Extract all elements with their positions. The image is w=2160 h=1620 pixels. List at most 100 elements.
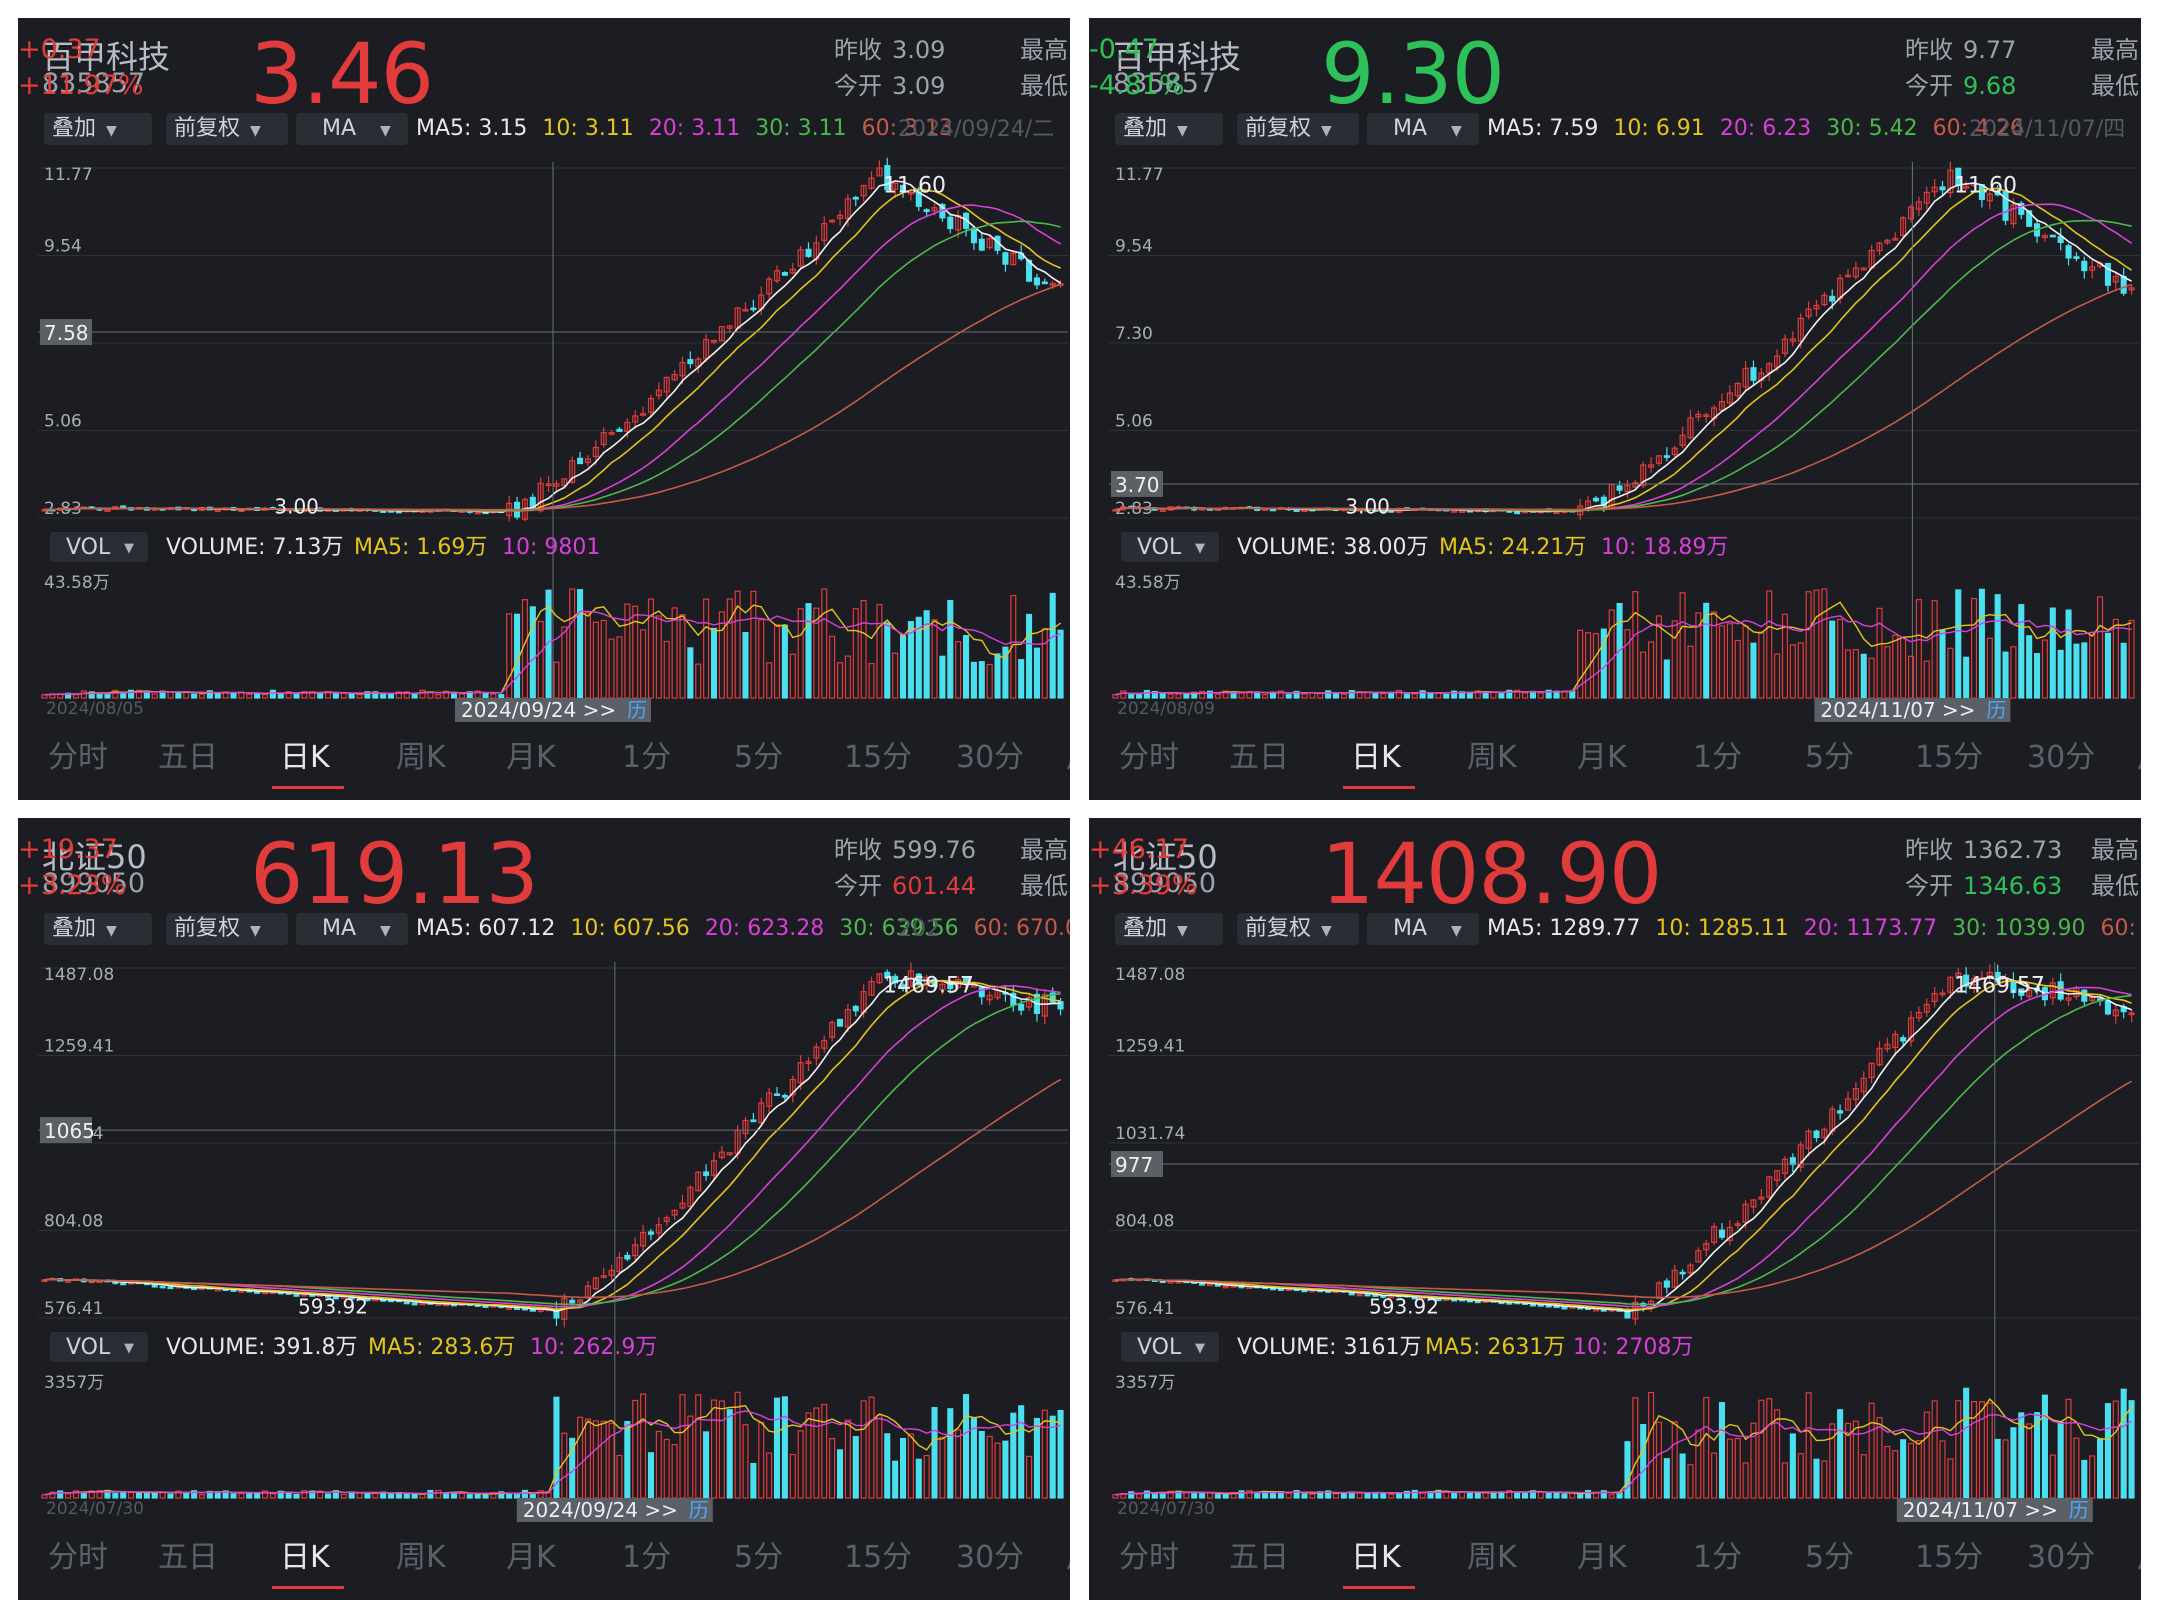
tab-9[interactable]: 周	[2137, 1532, 2141, 1576]
candlestick-chart[interactable]: 11.77 9.54 7.30 5.06 2.833.70 11.60 3.00 VOL ▼ VO…	[1089, 18, 2141, 722]
stock-chart-panel[interactable]: 北证50 899050 619.13 +19.37 +3.23% 昨收 599.7…	[18, 818, 1070, 1600]
tab-2[interactable]: 日K	[280, 1540, 330, 1575]
volume-bar	[1506, 1490, 1513, 1499]
stock-chart-panel[interactable]: 百甲科技 835857 3.46 +0.37 +11.97% 昨收 3.09 今开…	[18, 18, 1070, 800]
tab-8[interactable]: 30分	[956, 1540, 1025, 1575]
candle-body	[529, 1309, 536, 1312]
indicator-dropdown[interactable]: MA ▼	[1367, 913, 1479, 945]
volume-bar	[2073, 1437, 2080, 1499]
tab-2[interactable]: 日K	[1351, 740, 1401, 775]
tab-0[interactable]: 分时	[48, 740, 108, 775]
tab-5[interactable]: 1分	[622, 740, 672, 775]
volume-bar	[1711, 1452, 1718, 1499]
tab-6[interactable]: 5分	[1805, 1540, 1855, 1575]
volume-bar	[1648, 1391, 1655, 1499]
candlestick-chart[interactable]: 1487.081259.411065.4804.08576.4110651469…	[18, 818, 1070, 1522]
candlestick-chart[interactable]: 1487.08 1259.41 1031.74 804.08 576.41 977 1469…	[1089, 818, 2141, 1522]
tab-2[interactable]: 日K	[280, 740, 330, 775]
tab-2[interactable]: 日K	[1351, 1540, 1401, 1575]
overlay-dropdown[interactable]: 叠加 ▼	[1115, 113, 1223, 145]
tab-1[interactable]: 五日	[1229, 1540, 1289, 1575]
tab-4[interactable]: 月K	[506, 1540, 556, 1575]
volume-bar	[1553, 1492, 1560, 1499]
volume-bar	[1018, 659, 1025, 699]
tab-3[interactable]: 周K	[396, 1540, 446, 1575]
volume-bar	[340, 1493, 347, 1499]
tab-3[interactable]: 周K	[1467, 1540, 1517, 1575]
chevron-down-icon: ▼	[1321, 123, 1332, 139]
volume-bar	[2010, 646, 2017, 699]
tab-4[interactable]: 月K	[1577, 740, 1627, 775]
volume-bar	[797, 608, 804, 699]
volume-bar	[88, 1490, 95, 1499]
tab-7[interactable]: 15分	[844, 1540, 913, 1575]
tab-7[interactable]: 15分	[1915, 740, 1984, 775]
cursor-date-box	[1814, 698, 2011, 722]
tab-6[interactable]: 5分	[734, 740, 784, 775]
candle-body	[679, 1202, 686, 1209]
stock-chart-panel[interactable]: 百甲科技 835857 9.30 -0.47 -4.81% 昨收 9.77 今开 9…	[1089, 18, 2141, 800]
adjust-dropdown[interactable]: 前复权 ▼	[166, 913, 288, 945]
volume-bar	[285, 1491, 292, 1499]
tab-5[interactable]: 1分	[1693, 1540, 1743, 1575]
change-value: -0.47	[1089, 34, 1159, 65]
tab-0[interactable]: 分时	[1119, 740, 1179, 775]
tab-4[interactable]: 月K	[506, 740, 556, 775]
tab-6[interactable]: 5分	[734, 1540, 784, 1575]
quote-summary: 昨收 3.09 今开 3.09	[834, 32, 945, 104]
indicator-dropdown[interactable]: MA ▼	[296, 913, 408, 945]
last-price: 9.30	[1321, 25, 1505, 123]
open-label: 今开	[1905, 872, 1953, 900]
volume-bar	[1955, 589, 1962, 699]
volume-bar	[1608, 609, 1615, 699]
tab-7[interactable]: 15分	[844, 740, 913, 775]
candle-body	[506, 1307, 513, 1310]
tab-7[interactable]: 15分	[1915, 1540, 1984, 1575]
volume-bar	[923, 1454, 930, 1499]
price-axis-label: 7.30	[1115, 324, 1153, 344]
tab-8[interactable]: 30分	[2027, 1540, 2096, 1575]
chevron-down-icon: ▼	[1195, 1341, 1205, 1356]
volume-bar	[1199, 690, 1206, 699]
adjust-dropdown[interactable]: 前复权 ▼	[1237, 113, 1359, 145]
overlay-dropdown[interactable]: 叠加 ▼	[44, 913, 152, 945]
volume-bar	[1435, 1489, 1442, 1499]
tab-8[interactable]: 30分	[2027, 740, 2096, 775]
tab-0[interactable]: 分时	[48, 1540, 108, 1575]
tab-9[interactable]: 周	[2137, 732, 2141, 776]
overlay-dropdown[interactable]: 叠加 ▼	[1115, 913, 1223, 945]
ma10-line	[1115, 980, 2132, 1311]
overlay-dropdown[interactable]: 叠加 ▼	[44, 113, 152, 145]
tab-6[interactable]: 5分	[1805, 740, 1855, 775]
candle-body	[1931, 186, 1938, 193]
price-change: -0.47 -4.81%	[1089, 32, 1185, 104]
adjust-dropdown[interactable]: 前复权 ▼	[1237, 913, 1359, 945]
volume-bar	[1325, 690, 1332, 699]
volume-bar	[2018, 604, 2025, 699]
tab-9[interactable]: 周	[1066, 732, 1070, 776]
tab-5[interactable]: 1分	[1693, 740, 1743, 775]
open-value: 1346.63	[1963, 872, 2063, 900]
candle-body	[1002, 252, 1009, 265]
stock-chart-panel[interactable]: 北证50 899050 1408.90 +46.17 +3.39% 昨收 1362…	[1089, 818, 2141, 1600]
adjust-dropdown[interactable]: 前复权 ▼	[166, 113, 288, 145]
candle-body	[616, 428, 623, 432]
candlestick-chart[interactable]: 11.779.547.585.062.837.5811.603.00VOL▼VO…	[18, 18, 1070, 722]
tab-0[interactable]: 分时	[1119, 1540, 1179, 1575]
volume-bar	[1474, 690, 1481, 699]
tab-4[interactable]: 月K	[1577, 1540, 1627, 1575]
volume-bar	[206, 690, 213, 699]
tab-1[interactable]: 五日	[158, 1540, 218, 1575]
tab-8[interactable]: 30分	[956, 740, 1025, 775]
tab-1[interactable]: 五日	[1229, 740, 1289, 775]
tab-5[interactable]: 1分	[622, 1540, 672, 1575]
tab-1[interactable]: 五日	[158, 740, 218, 775]
tab-3[interactable]: 周K	[396, 740, 446, 775]
tab-3[interactable]: 周K	[1467, 740, 1517, 775]
tab-9[interactable]: 周	[1066, 1532, 1070, 1576]
indicator-dropdown[interactable]: MA ▼	[1367, 113, 1479, 145]
candle-body	[1892, 237, 1899, 241]
volume-bar	[332, 1490, 339, 1499]
indicator-dropdown[interactable]: MA ▼	[296, 113, 408, 145]
volume-bar	[1679, 1453, 1686, 1499]
